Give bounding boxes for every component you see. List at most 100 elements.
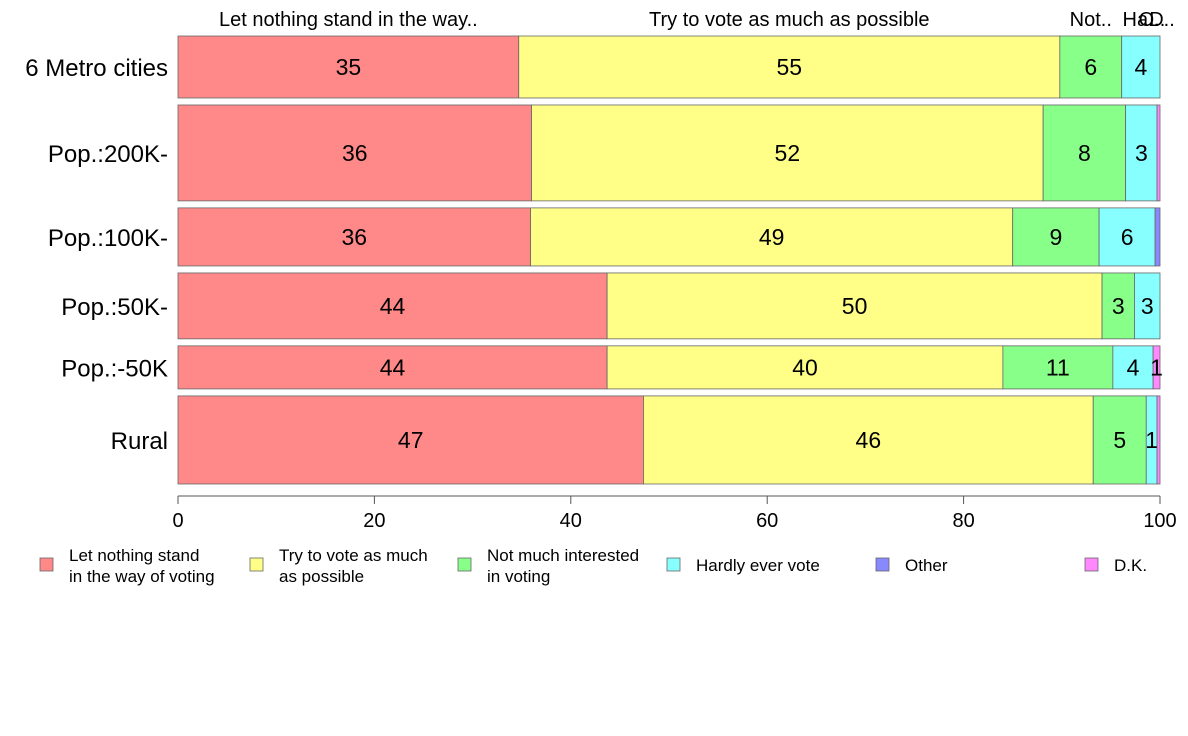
data-label: 52 [775,140,801,166]
data-label: 49 [759,224,785,250]
data-label: 6 [1084,54,1097,80]
legend-label-line: Let nothing stand [69,546,199,565]
bar-segment [1121,35,1161,99]
bar-segment [177,345,608,390]
series-top-label: Ha.. [1123,9,1160,31]
bar-segment [1152,345,1161,390]
bar-segment [177,207,531,267]
data-label: 40 [792,354,818,380]
bar-segment [1042,104,1127,202]
bar-segment [177,395,644,485]
series-top-label: D.. [1149,9,1175,31]
bar-segment [177,272,608,340]
bar-row-pop-50k: 44 40 11 4 1 [177,345,1163,390]
bar-segment [606,345,1004,390]
data-label: 1 [1145,427,1158,453]
bar-segment [606,272,1103,340]
series-top-label: Try to vote as much as possible [649,9,930,31]
legend-label-line: Other [905,556,948,575]
series-top-labels: Let nothing stand in the way.. Try to vot… [219,9,1175,31]
category-label: Pop.:-50K [61,355,168,382]
bar-segment [1156,104,1161,202]
bar-segment [530,207,1014,267]
data-label: 35 [336,54,362,80]
bar-segment [1112,345,1154,390]
data-label: 46 [856,427,882,453]
bar-segment [1101,272,1135,340]
data-label: 36 [342,140,368,166]
data-label: 44 [380,293,406,319]
legend-label-line: Try to vote as much [279,546,428,565]
category-label: Rural [111,428,168,455]
bar-segment [1154,207,1161,267]
data-label: 1 [1150,354,1163,380]
y-axis-labels: 6 Metro cities Pop.:200K- Pop.:100K- Pop.:5… [25,55,168,455]
x-tick-label: 40 [560,510,582,532]
legend-label: D.K. [1114,556,1147,575]
x-tick-label: 100 [1143,510,1176,532]
bar-segment [1002,345,1114,390]
legend-label-line: Hardly ever vote [696,556,820,575]
legend-item-d-k: D.K. [1084,556,1147,575]
legend-label-line: as possible [279,567,364,586]
bar-row-rural: 47 46 5 1 [177,395,1161,485]
data-label: 3 [1112,293,1125,319]
legend: Let nothing stand in the way of voting Try… [39,546,1147,586]
legend-swatch [457,557,472,572]
legend-swatch [39,557,54,572]
bars-area: 35 55 6 436 52 8 336 49 9 644 50 3 344 40 11 4 147 46 5 1 [177,35,1163,485]
legend-label-line: in the way of voting [69,567,215,586]
bar-segment [1012,207,1100,267]
data-label: 3 [1141,293,1154,319]
data-label: 55 [776,54,802,80]
legend-label-line: Not much interested [487,546,639,565]
data-label: 4 [1127,354,1140,380]
data-label: 3 [1135,140,1148,166]
data-label: 4 [1134,54,1147,80]
bar-segment [1098,207,1156,267]
bar-segment [177,35,520,99]
bar-row-pop-100k: 36 49 9 6 [177,207,1161,267]
legend-label: Hardly ever vote [696,556,820,575]
category-label: Pop.:200K- [48,141,168,168]
legend-label: Let nothing stand in the way of voting [69,546,215,586]
category-label: 6 Metro cities [25,55,168,82]
legend-label-line: D.K. [1114,556,1147,575]
bar-segment [177,104,532,202]
legend-label: Other [905,556,948,575]
bar-segment [643,395,1094,485]
legend-label-line: in voting [487,567,550,586]
legend-item-not-much-interested: Not much interested in voting [457,546,639,586]
data-label: 44 [380,354,406,380]
x-tick-label: 20 [363,510,385,532]
legend-swatch [249,557,264,572]
legend-swatch [875,557,890,572]
bar-segment [1156,395,1161,485]
legend-item-try-to-vote-as-much: Try to vote as much as possible [249,546,428,586]
data-label: 6 [1121,224,1134,250]
legend-label: Try to vote as much as possible [279,546,428,586]
series-top-label: O.. [1139,9,1166,31]
bar-segment [531,104,1044,202]
series-top-label: Not.. [1070,9,1112,31]
bar-row-6-metro-cities: 35 55 6 4 [177,35,1161,99]
bar-segment [1092,395,1147,485]
x-tick-label: 0 [172,510,183,532]
category-label: Pop.:50K- [61,294,168,321]
x-tick-label: 80 [952,510,974,532]
x-axis: 0 20 40 60 80 100 [172,495,1177,532]
data-label: 5 [1113,427,1126,453]
bar-segment [1059,35,1123,99]
bar-row-pop-200k: 36 52 8 3 [177,104,1161,202]
bar-segment [1134,272,1161,340]
legend-swatch [666,557,681,572]
x-tick-label: 60 [756,510,778,532]
data-label: 11 [1046,354,1070,380]
category-label: Pop.:100K- [48,225,168,252]
series-top-label: Let nothing stand in the way.. [219,9,478,31]
bar-segment [1125,104,1158,202]
data-label: 50 [842,293,868,319]
data-label: 9 [1050,224,1063,250]
data-label: 8 [1078,140,1091,166]
